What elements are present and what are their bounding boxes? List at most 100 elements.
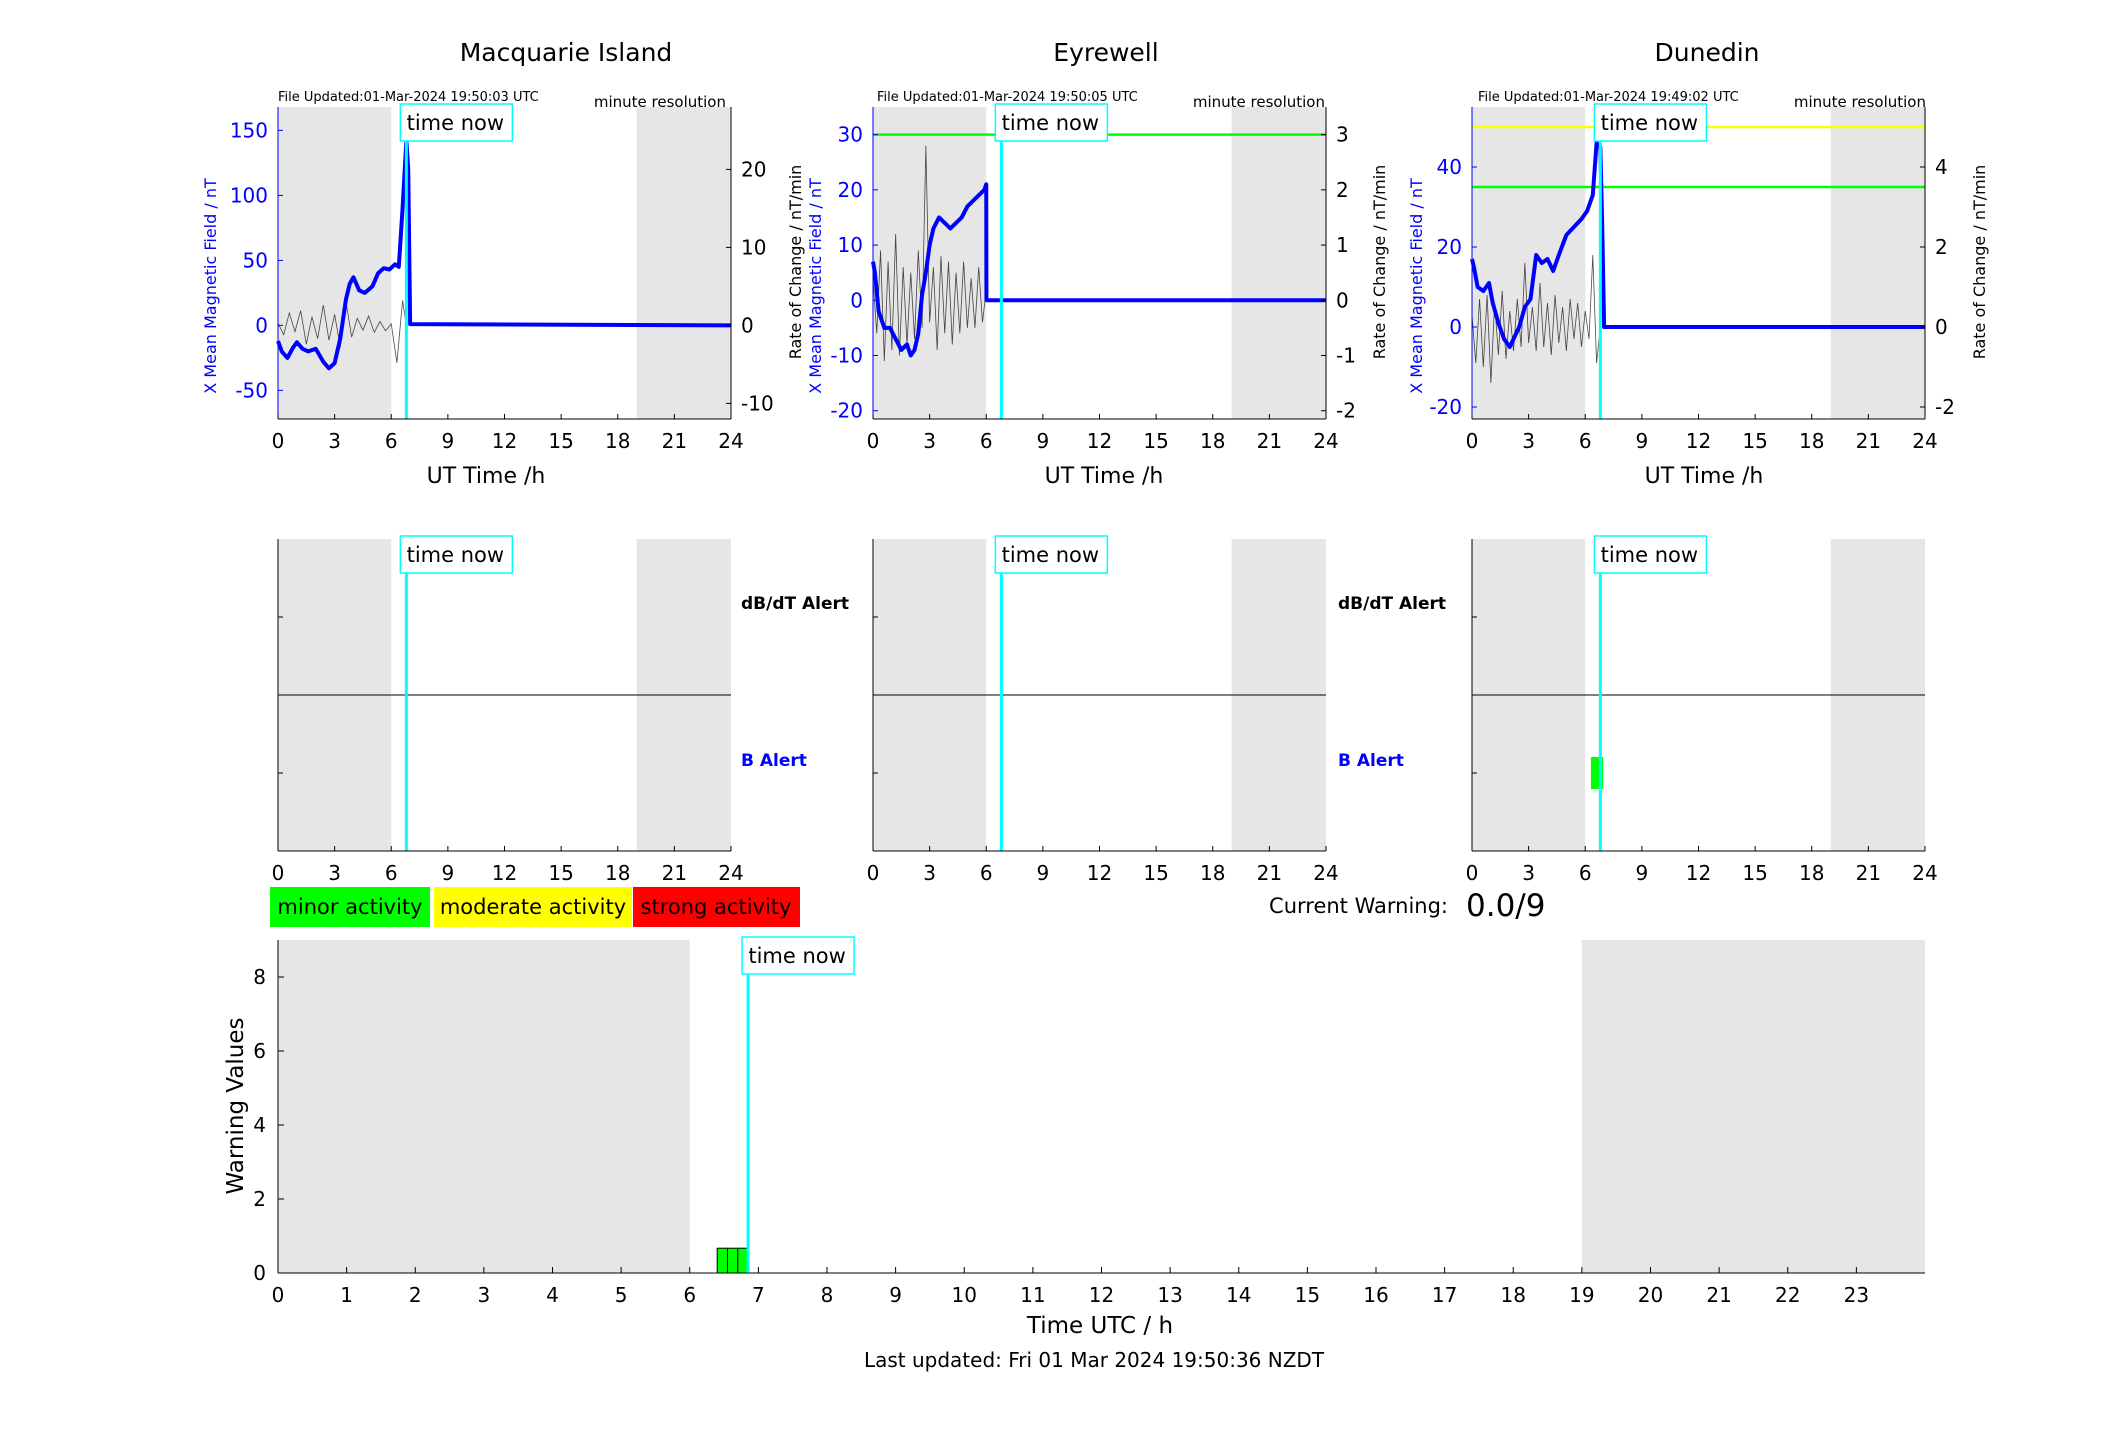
x-tick-label: 8: [821, 1283, 834, 1307]
night-band: [873, 107, 987, 419]
warning-bar: [737, 1247, 749, 1274]
x-tick-label: 9: [1037, 861, 1050, 885]
x-tick-label: 21: [1856, 861, 1881, 885]
x-tick-label: 22: [1775, 1283, 1800, 1307]
y-tick-label-left: 20: [838, 178, 863, 202]
y-tick-label: 0: [253, 1261, 266, 1285]
y-tick-label-right: 0: [1336, 288, 1349, 312]
night-band: [1472, 107, 1586, 419]
x-tick-label: 18: [1200, 429, 1225, 453]
x-tick-label: 3: [923, 861, 936, 885]
dbdt-alert-label-eyrewell: dB/dT Alert: [1338, 594, 1446, 614]
y-tick-label-left: 10: [838, 233, 863, 257]
legend-moderate-swatch: [434, 887, 632, 927]
x-tick-label: 24: [1912, 861, 1937, 885]
resolution-eyrewell: minute resolution: [1193, 93, 1325, 111]
last-updated: Last updated: Fri 01 Mar 2024 19:50:36 N…: [864, 1348, 1325, 1372]
x-tick-label: 3: [923, 429, 936, 453]
y-tick-label-right: 20: [741, 157, 766, 181]
x-tick-label: 18: [1200, 861, 1225, 885]
x-tick-label: 18: [1799, 861, 1824, 885]
y-tick-label-right: 4: [1935, 155, 1948, 179]
y-tick-label-left: 0: [1449, 315, 1462, 339]
time-now-box: [994, 103, 1109, 142]
time-now-label: time now: [407, 111, 504, 135]
x-tick-label: 21: [1856, 429, 1881, 453]
x-tick-label: 11: [1020, 1283, 1045, 1307]
y-tick-label: 6: [253, 1039, 266, 1063]
x-tick-label: 15: [548, 429, 573, 453]
activity-legend: minor activity moderate activity strong …: [270, 887, 800, 927]
x-tick-label: 12: [492, 861, 517, 885]
x-tick-label: 0: [1466, 429, 1479, 453]
x-tick-label: 9: [1636, 429, 1649, 453]
x-tick-label: 6: [980, 861, 993, 885]
y-tick-label-right: 2: [1935, 235, 1948, 259]
y-tick-label-left: -10: [830, 343, 863, 367]
y-tick-label-right: -1: [1336, 343, 1356, 367]
legend-minor-swatch: [270, 887, 430, 927]
file-updated-macquarie: File Updated:01-Mar-2024 19:50:03 UTC: [278, 90, 539, 105]
x-tick-label: 24: [1313, 429, 1338, 453]
x-tick-label: 18: [605, 861, 630, 885]
x-tick-label: 7: [752, 1283, 765, 1307]
y-tick-label-right: -2: [1935, 395, 1955, 419]
y-tick-label: 8: [253, 965, 266, 989]
resolution-macquarie: minute resolution: [594, 93, 726, 111]
ylabel-right-eyrewell: Rate of Change / nT/min: [1370, 165, 1389, 360]
station-title-dunedin: Dunedin: [1655, 38, 1760, 67]
x-tick-label: 0: [272, 861, 285, 885]
x-tick-label: 0: [867, 429, 880, 453]
y-tick-label-left: -20: [830, 399, 863, 423]
x-tick-label: 24: [1912, 429, 1937, 453]
x-tick-label: 12: [1087, 861, 1112, 885]
x-tick-label: 12: [492, 429, 517, 453]
legend-minor-label: minor activity: [277, 895, 422, 919]
x-tick-label: 21: [662, 861, 687, 885]
y-tick-label: 2: [253, 1187, 266, 1211]
b-alert-label-eyrewell: B Alert: [1338, 751, 1404, 771]
x-tick-label: 6: [1579, 861, 1592, 885]
x-tick-label: 0: [272, 1283, 285, 1307]
alert-panel-dunedin: time now 0 3 6 9 12 15 18 21 24: [1466, 535, 1938, 885]
night-band: [636, 107, 731, 419]
magnetic-field-line: [1470, 141, 1925, 349]
legend-moderate-label: moderate activity: [440, 895, 626, 919]
y-tick-label-left: 100: [230, 183, 268, 207]
legend-strong-label: strong activity: [641, 895, 792, 919]
resolution-dunedin: minute resolution: [1794, 93, 1926, 111]
x-tick-label: 21: [1706, 1283, 1731, 1307]
y-tick-label-right: 1: [1336, 233, 1349, 257]
time-now-label: time now: [1601, 111, 1698, 135]
night-band: [278, 940, 690, 1273]
y-tick-label-left: 20: [1437, 235, 1462, 259]
x-tick-label: 13: [1157, 1283, 1182, 1307]
x-tick-label: 12: [1686, 429, 1711, 453]
time-now-box: [1593, 535, 1708, 574]
b-alert-label-macquarie: B Alert: [741, 751, 807, 771]
warning-bar: [726, 1247, 739, 1274]
warning-xlabel: Time UTC / h: [1026, 1313, 1173, 1339]
x-tick-label: 12: [1089, 1283, 1114, 1307]
x-tick-label: 3: [328, 429, 341, 453]
x-tick-label: 19: [1569, 1283, 1594, 1307]
y-tick-label-right: 0: [1935, 315, 1948, 339]
x-tick-label: 15: [1143, 429, 1168, 453]
x-tick-label: 10: [952, 1283, 977, 1307]
night-band: [1830, 107, 1925, 419]
xlabel-macquarie: UT Time /h: [427, 464, 546, 489]
time-now-box: [399, 535, 514, 574]
alert-panel-macquarie: time now 0 3 6 9 12 15 18 21 24: [272, 535, 744, 885]
night-band: [1581, 940, 1925, 1273]
x-tick-label: 2: [409, 1283, 422, 1307]
magnetic-field-line: [871, 182, 1326, 358]
x-tick-label: 15: [1295, 1283, 1320, 1307]
x-tick-label: 20: [1638, 1283, 1663, 1307]
x-tick-label: 9: [1037, 429, 1050, 453]
x-tick-label: 1: [340, 1283, 353, 1307]
x-tick-label: 9: [1636, 861, 1649, 885]
x-tick-label: 16: [1363, 1283, 1388, 1307]
time-now-box: [399, 103, 514, 142]
